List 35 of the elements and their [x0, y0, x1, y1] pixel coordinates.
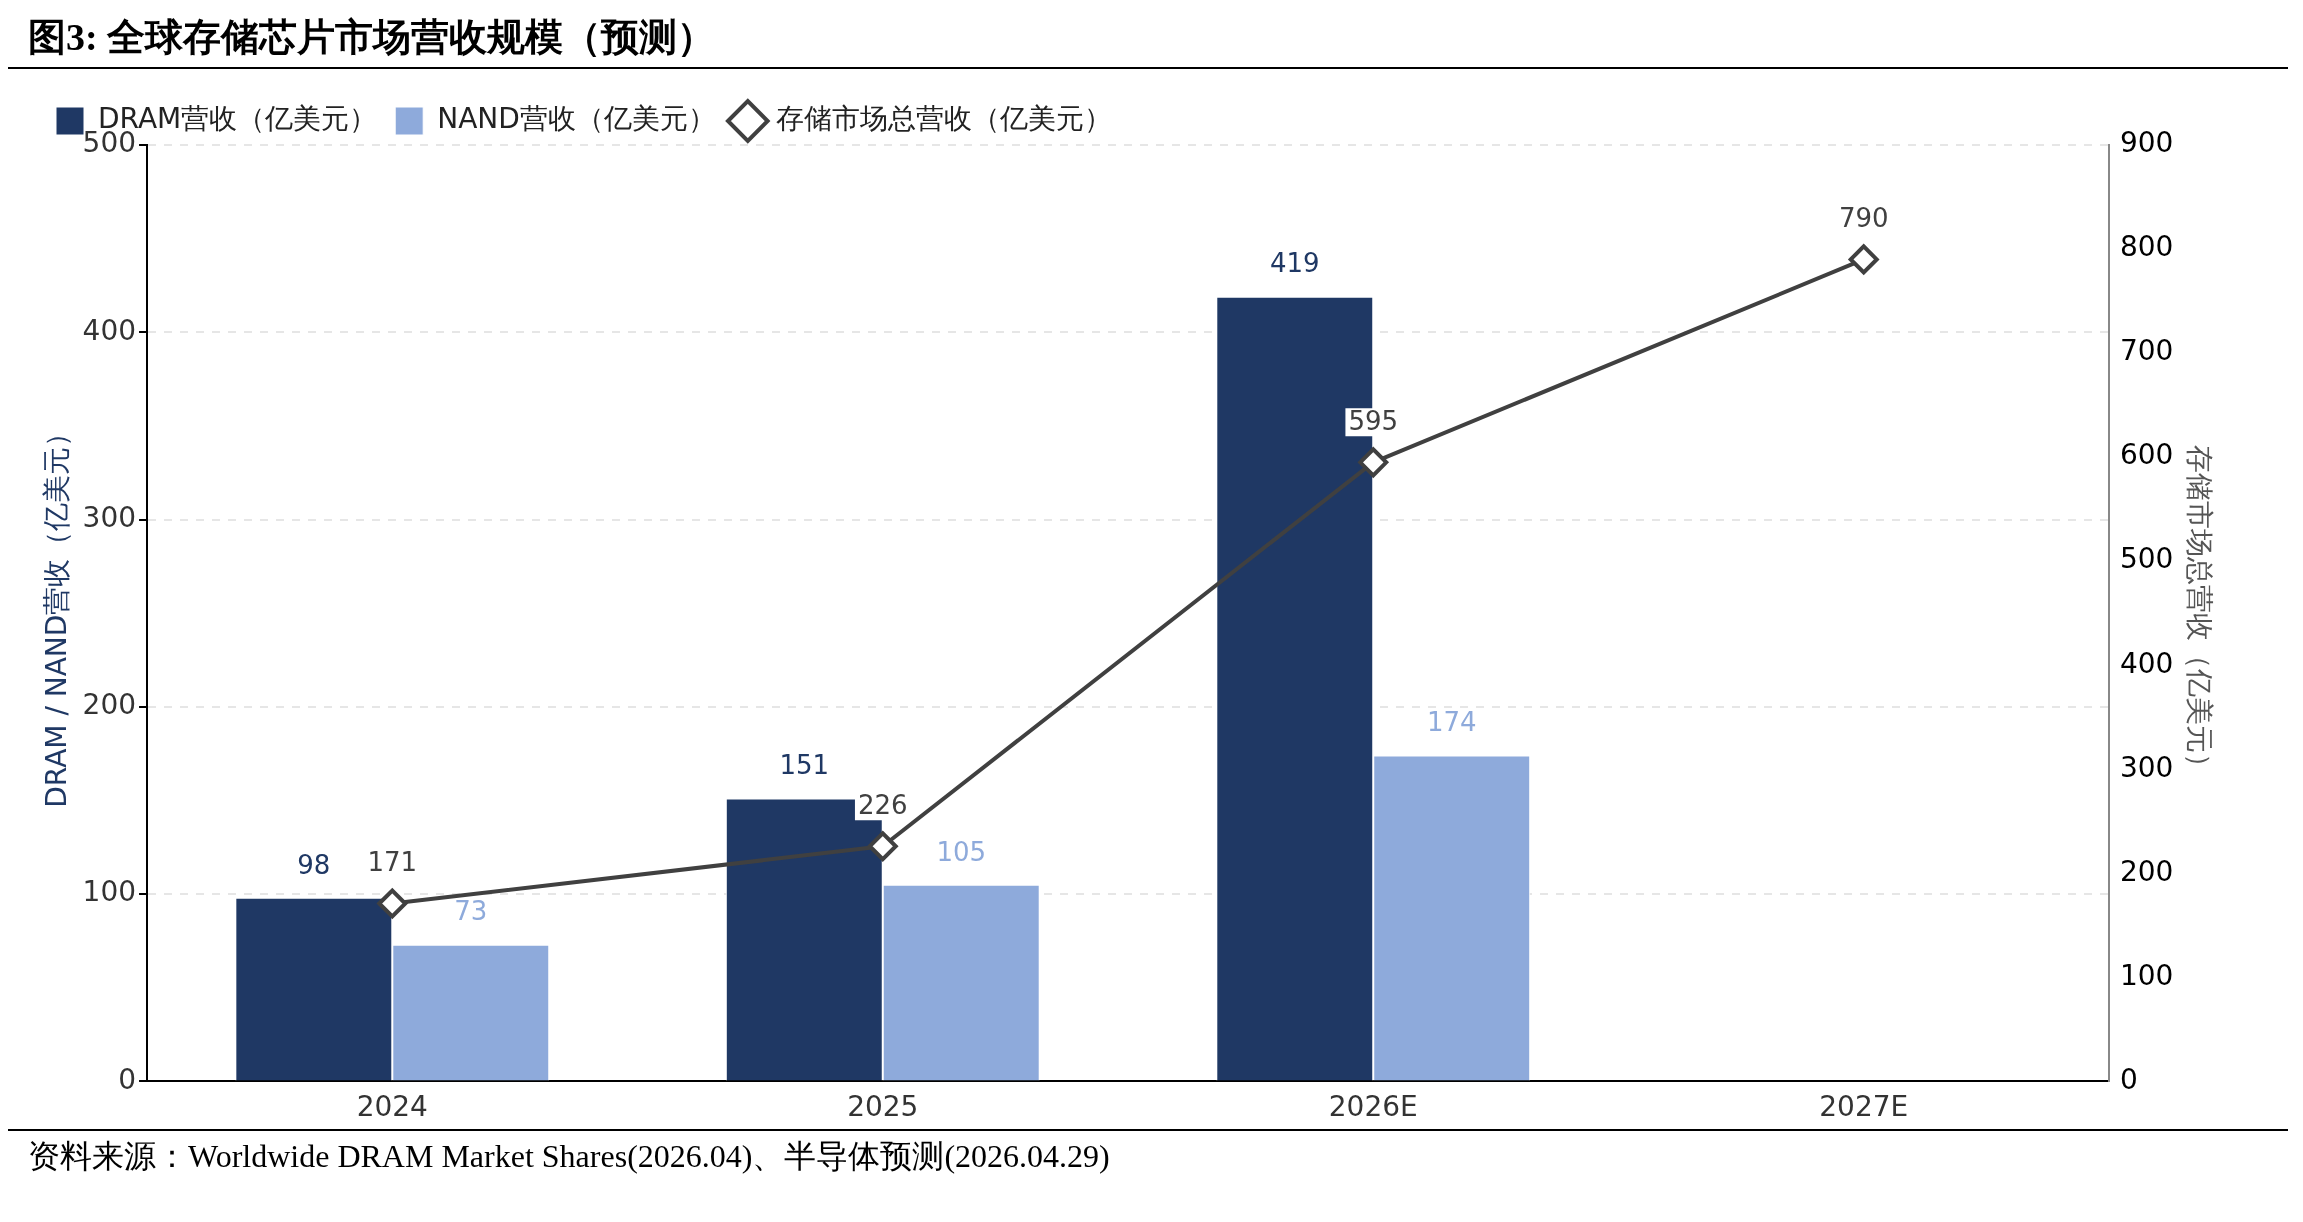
data-label: 98 [297, 849, 331, 880]
text: 资料来源：Worldwide DRAM Market Shares(2026.04)、半导体预测(2026.04.29) [28, 1137, 1111, 1176]
y2-tick-label: 600 [2119, 438, 2174, 472]
y2-tick-label: 100 [2119, 958, 2174, 992]
data-label: 174 [1426, 707, 1477, 738]
data-label: 171 [367, 847, 418, 878]
data-label: 73 [454, 896, 488, 927]
y2-tick-label: 500 [2119, 542, 2174, 576]
legend-label: NAND营收（亿美元） [437, 102, 716, 136]
y2-tick-label: 0 [2119, 1062, 2138, 1096]
data-label: 790 [1838, 203, 1889, 234]
data-label: 105 [936, 836, 987, 867]
x-tick-label: 2026E [1328, 1090, 1418, 1124]
y-tick-label: 400 [82, 313, 137, 347]
data-label: 226 [857, 790, 908, 821]
y2-axis-title: 存储市场总营收（亿美元） [2182, 445, 2216, 782]
x-tick-label: 2025 [847, 1090, 919, 1124]
data-label: 595 [1348, 406, 1399, 437]
y2-tick-label: 300 [2119, 750, 2174, 784]
chart-title: 图3: 全球存储芯片市场营收规模（预测） [8, 8, 2288, 69]
data-label: 151 [779, 750, 830, 781]
y-axis-title: DRAM / NAND营收（亿美元） [40, 418, 74, 808]
y-tick-label: 100 [82, 875, 137, 909]
y2-tick-label: 400 [2119, 646, 2174, 680]
data-label: 419 [1269, 248, 1320, 279]
x-tick-label: 2024 [356, 1090, 428, 1124]
y-tick-label: 0 [118, 1062, 137, 1096]
y-tick-label: 300 [82, 500, 137, 534]
legend-label: 存储市场总营收（亿美元） [775, 102, 1112, 136]
y-tick-label: 200 [82, 688, 137, 722]
x-tick-label: 2027E [1819, 1090, 1909, 1124]
y2-tick-label: 700 [2119, 334, 2174, 368]
y2-tick-label: 200 [2119, 854, 2174, 888]
y2-tick-label: 900 [2119, 126, 2174, 160]
y2-tick-label: 800 [2119, 230, 2174, 264]
